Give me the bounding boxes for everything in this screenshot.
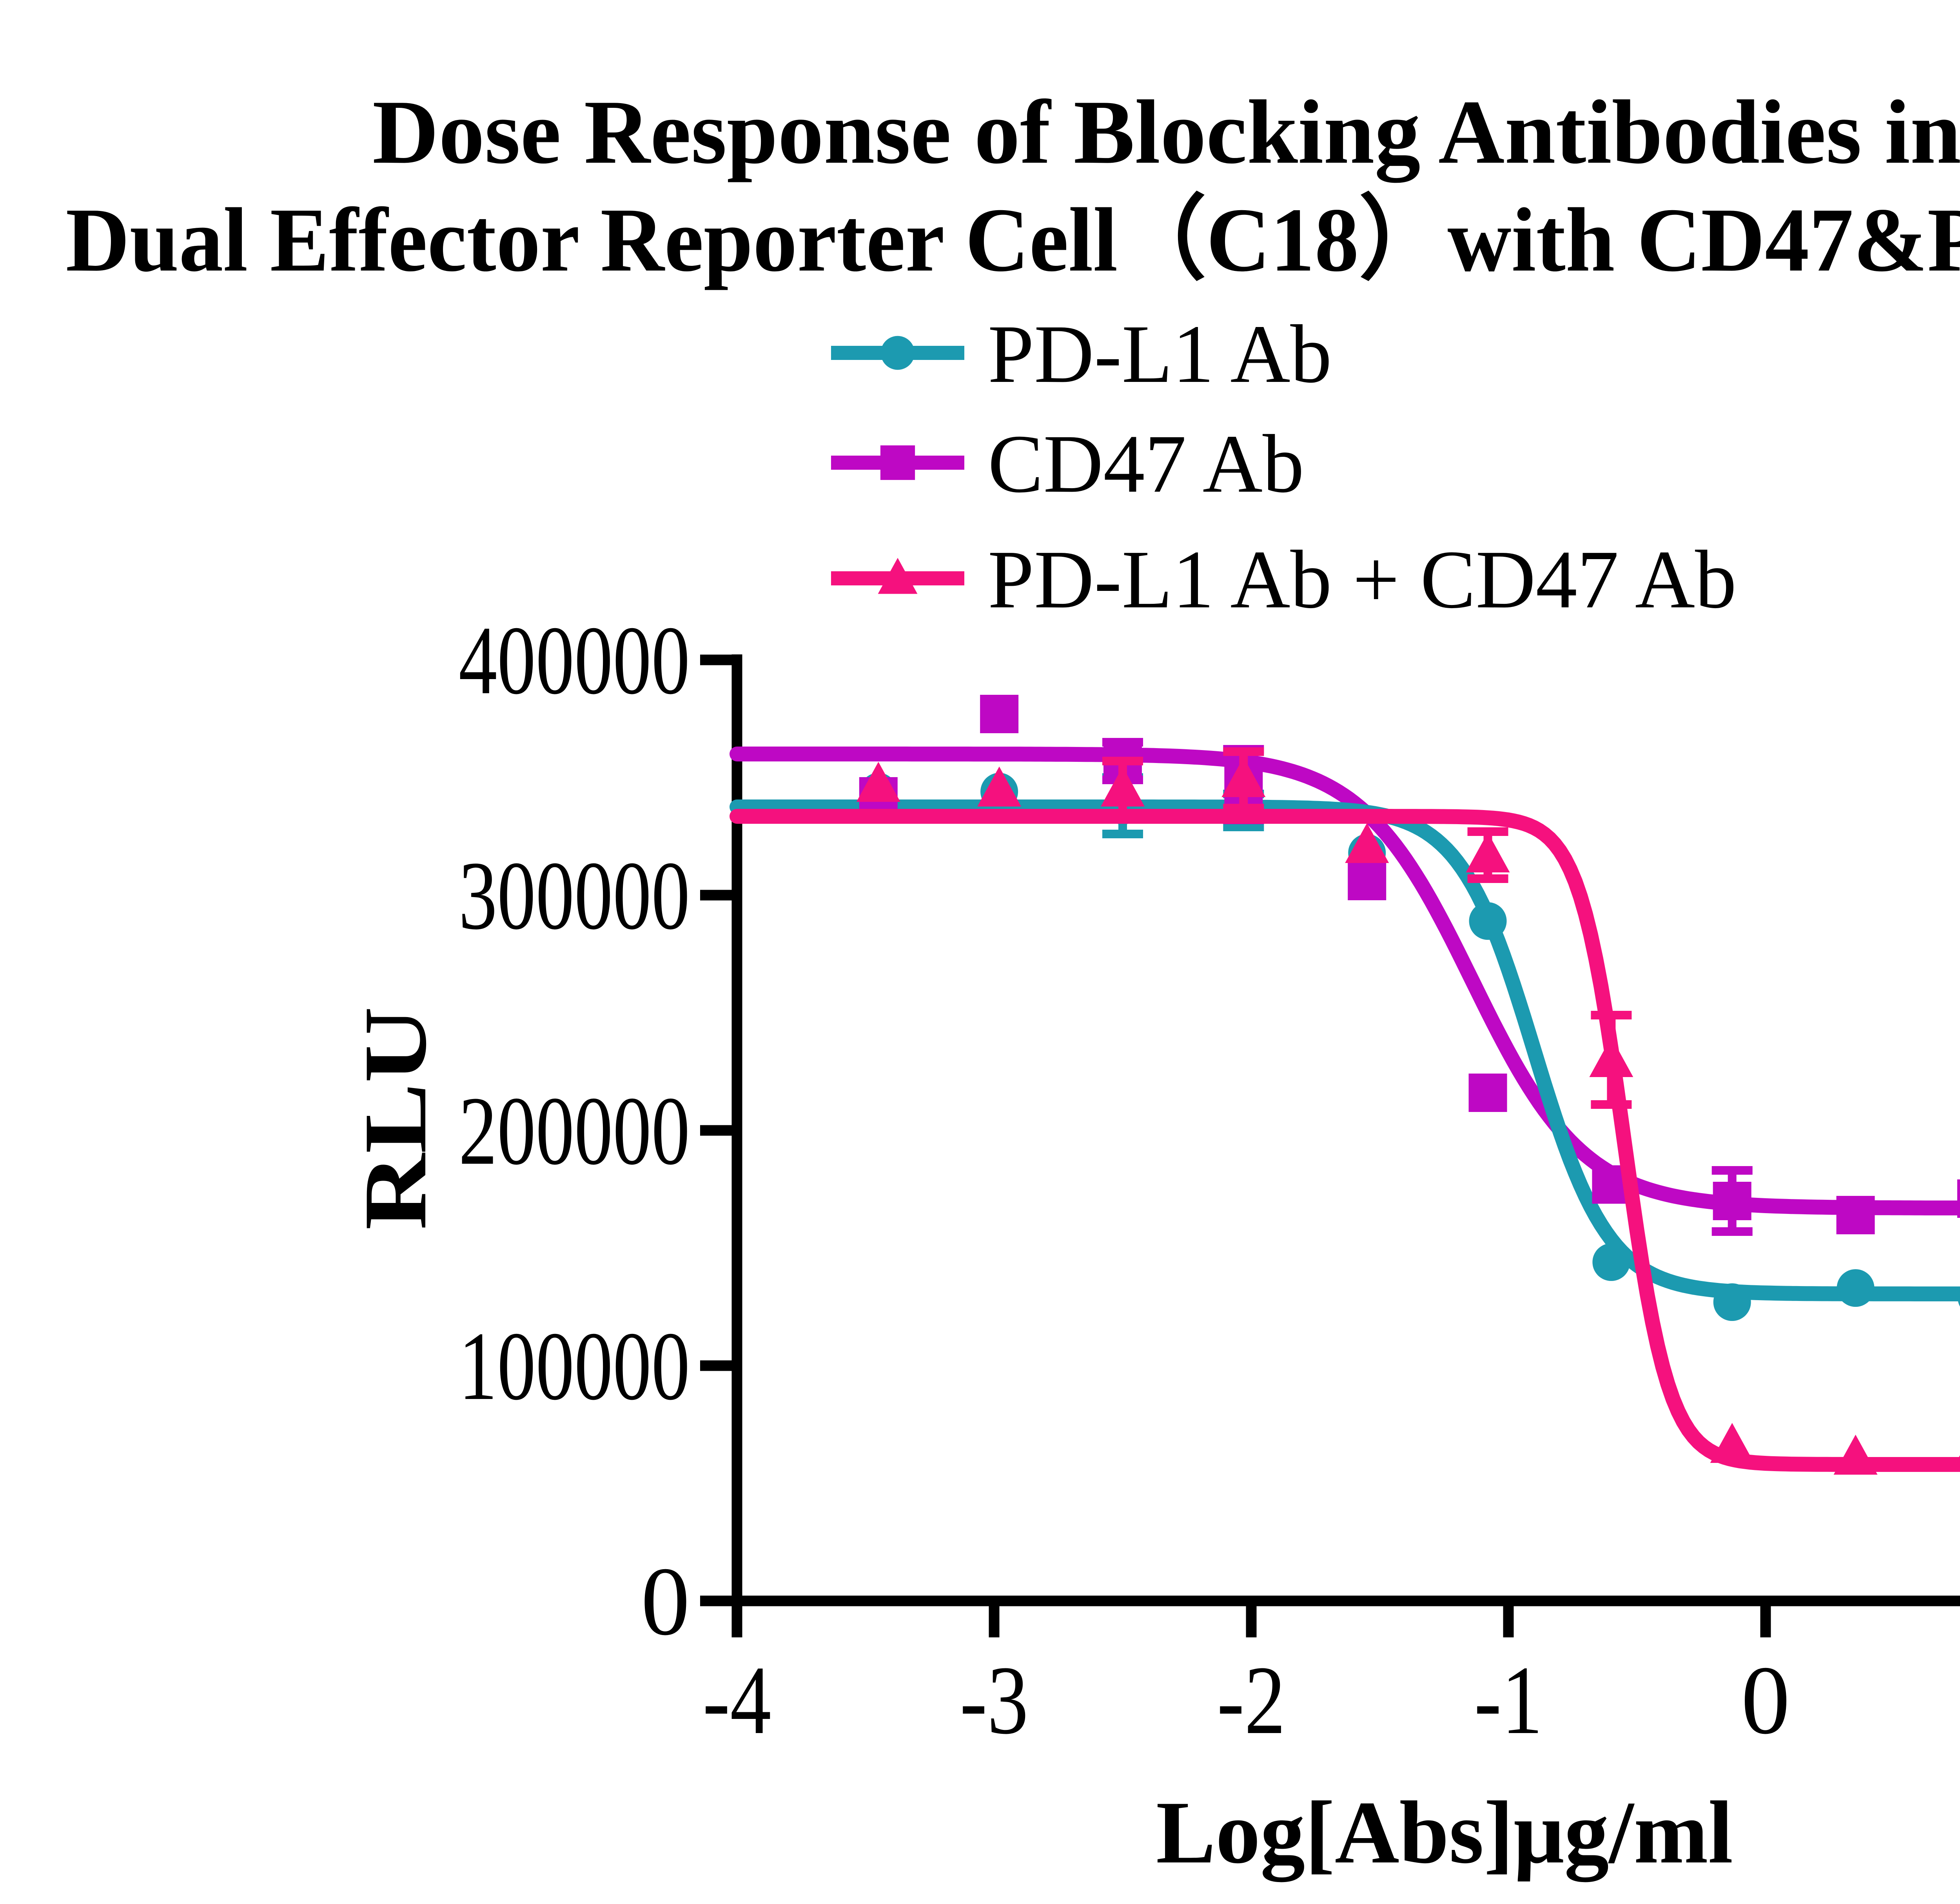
data-point-combo-4 xyxy=(1345,823,1389,863)
series-combo xyxy=(856,747,1960,1475)
data-point-cd47-7 xyxy=(1713,1182,1751,1220)
x-tick-label-1: -3 xyxy=(960,1646,1029,1755)
legend: PD-L1 Ab CD47 Ab PD-L1 Ab + CD47 Ab xyxy=(831,308,1737,625)
data-point-combo-8 xyxy=(1833,1435,1878,1475)
data-point-pdl1-6 xyxy=(1592,1243,1630,1281)
x-tick-label-3: -1 xyxy=(1474,1646,1543,1755)
legend-label-pdl1: PD-L1 Ab xyxy=(988,308,1332,400)
data-point-pdl1-5 xyxy=(1469,902,1507,940)
fit-curve-pdl1 xyxy=(730,799,1960,1301)
x-tick-label-0: -4 xyxy=(703,1646,771,1755)
legend-marker-pdl1-circle-icon xyxy=(880,336,915,370)
y-tick-label-0: 400000 xyxy=(459,606,690,715)
data-point-combo-0 xyxy=(856,762,900,802)
fit-curve-combo xyxy=(730,809,1960,1472)
y-tick-label-1: 300000 xyxy=(459,841,690,950)
plot-area xyxy=(730,695,1960,1475)
chart-title-line2: Dual Effector Reporter Cell（C18）with CD4… xyxy=(66,189,1960,291)
chart-title-line1: Dose Response of Blocking Antibodies in … xyxy=(372,82,1960,183)
data-point-combo-3 xyxy=(1221,757,1266,797)
data-point-pdl1-8 xyxy=(1837,1269,1875,1307)
y-tick-label-4: 0 xyxy=(641,1547,690,1656)
data-point-cd47-5 xyxy=(1468,1074,1507,1112)
legend-label-combo: PD-L1 Ab + CD47 Ab xyxy=(988,533,1737,625)
legend-item-pdl1: PD-L1 Ab xyxy=(831,308,1332,400)
x-tick-label-2: -2 xyxy=(1217,1646,1286,1755)
legend-item-cd47: CD47 Ab xyxy=(831,418,1304,510)
data-point-combo-6 xyxy=(1589,1037,1633,1077)
data-point-cd47-1 xyxy=(980,695,1019,733)
legend-marker-combo-triangle-icon xyxy=(878,558,918,594)
legend-marker-cd47-square-icon xyxy=(880,445,915,480)
data-point-combo-2 xyxy=(1101,767,1145,807)
data-point-combo-5 xyxy=(1466,832,1510,872)
y-axis-label: RLU xyxy=(346,1007,445,1230)
data-point-cd47-9 xyxy=(1957,1179,1960,1218)
data-point-combo-7 xyxy=(1710,1423,1754,1463)
data-point-cd47-8 xyxy=(1836,1196,1875,1234)
data-point-pdl1-9 xyxy=(1957,1288,1960,1307)
legend-label-cd47: CD47 Ab xyxy=(988,418,1304,510)
data-point-cd47-4 xyxy=(1348,862,1387,900)
x-tick-label-4: 0 xyxy=(1741,1646,1790,1755)
fit-curve-cd47 xyxy=(730,747,1960,1215)
data-point-pdl1-7 xyxy=(1713,1283,1751,1321)
legend-item-combo: PD-L1 Ab + CD47 Ab xyxy=(831,533,1737,625)
y-tick-label-3: 100000 xyxy=(459,1312,690,1421)
series-cd47 xyxy=(859,695,1960,1236)
x-axis-label: Log[Abs]μg/ml xyxy=(1156,1783,1733,1882)
data-point-combo-1 xyxy=(977,767,1022,807)
data-point-combo-9 xyxy=(1954,1455,1960,1465)
y-tick-label-2: 200000 xyxy=(459,1077,690,1185)
